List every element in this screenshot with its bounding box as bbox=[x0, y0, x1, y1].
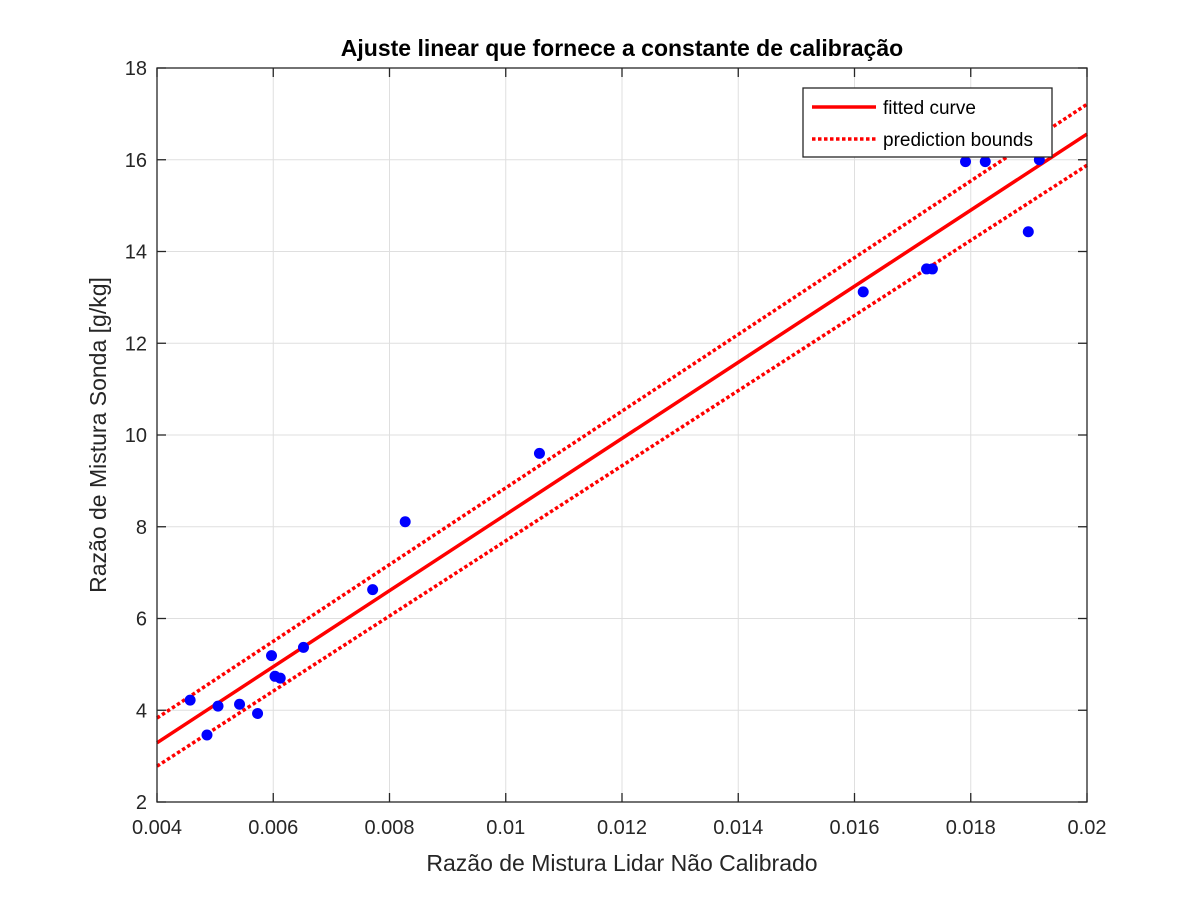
x-axis-label: Razão de Mistura Lidar Não Calibrado bbox=[426, 850, 817, 876]
data-point bbox=[926, 263, 938, 275]
x-tick-label: 0.016 bbox=[829, 817, 879, 839]
legend-box bbox=[802, 87, 1053, 158]
axis-ticks bbox=[156, 67, 1088, 803]
legend-label-fitted-curve: fitted curve bbox=[883, 98, 976, 119]
data-point bbox=[857, 286, 869, 298]
y-tick-label: 18 bbox=[125, 58, 147, 80]
y-tick-label: 16 bbox=[125, 150, 147, 172]
data-point bbox=[212, 700, 224, 712]
x-tick-label: 0.004 bbox=[132, 817, 182, 839]
data-point bbox=[367, 584, 379, 596]
fitted-curve-line bbox=[156, 132, 1088, 745]
x-tick-label: 0.014 bbox=[713, 817, 763, 839]
data-point bbox=[252, 707, 264, 719]
prediction-bound-lower-line bbox=[156, 163, 1088, 768]
y-tick-label: 12 bbox=[125, 333, 147, 355]
data-point bbox=[184, 694, 196, 706]
x-tick-label: 0.008 bbox=[364, 817, 414, 839]
data-point bbox=[234, 698, 246, 710]
x-tick-labels: 0.004 0.006 0.008 0.01 0.012 0.014 0.016 0.018 0… bbox=[132, 817, 1107, 839]
y-tick-label: 10 bbox=[125, 425, 147, 447]
data-point bbox=[960, 156, 972, 168]
y-tick-label: 6 bbox=[136, 609, 147, 631]
data-point bbox=[399, 516, 411, 528]
x-tick-label: 0.02 bbox=[1068, 817, 1107, 839]
y-axis-label: Razão de Mistura Sonda [g/kg] bbox=[85, 277, 111, 593]
x-tick-label: 0.018 bbox=[946, 817, 996, 839]
y-tick-label: 8 bbox=[136, 517, 147, 539]
x-tick-label: 0.006 bbox=[248, 817, 298, 839]
legend: fitted curve prediction bounds bbox=[802, 87, 1053, 158]
data-point bbox=[979, 156, 991, 168]
chart-title: Ajuste linear que fornece a constante de… bbox=[341, 35, 903, 61]
data-point bbox=[274, 672, 286, 684]
x-tick-label: 0.012 bbox=[597, 817, 647, 839]
legend-label-prediction-bounds: prediction bounds bbox=[883, 130, 1033, 151]
data-points bbox=[184, 154, 1045, 741]
data-point bbox=[201, 729, 213, 741]
y-tick-label: 4 bbox=[136, 700, 147, 722]
grid-layer bbox=[156, 67, 1088, 803]
data-point bbox=[533, 447, 545, 459]
x-tick-label: 0.01 bbox=[486, 817, 525, 839]
data-point bbox=[266, 650, 278, 662]
y-tick-label: 14 bbox=[125, 242, 147, 264]
y-tick-labels: 2 4 6 8 10 12 14 16 18 bbox=[125, 58, 147, 814]
fit-lines bbox=[156, 102, 1088, 768]
y-tick-label: 2 bbox=[136, 792, 147, 814]
data-point bbox=[297, 641, 309, 653]
data-point bbox=[1022, 226, 1034, 238]
